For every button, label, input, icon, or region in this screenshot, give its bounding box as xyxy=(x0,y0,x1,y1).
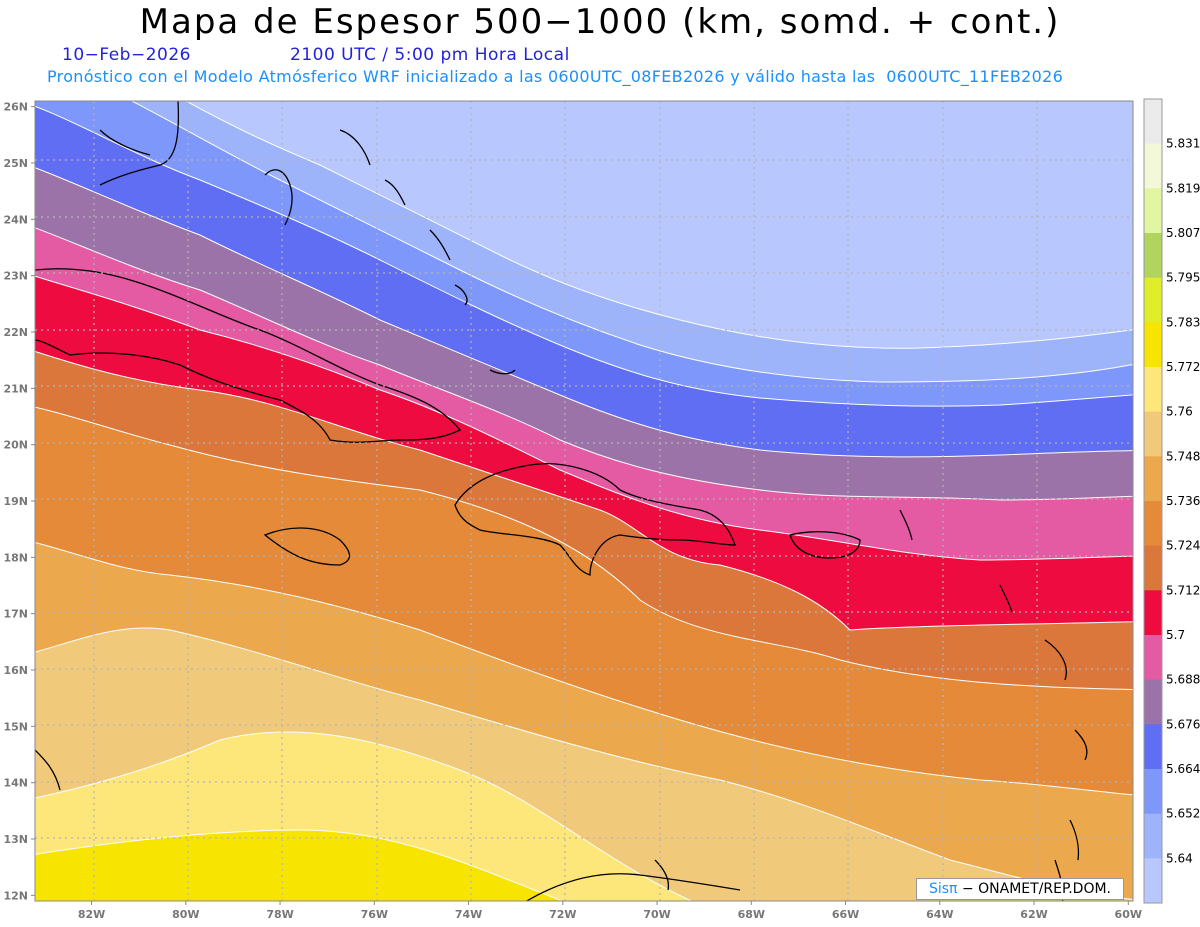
colorbar-swatch xyxy=(1144,635,1162,681)
lon-label: 60W xyxy=(1115,908,1142,921)
lat-label: 20N xyxy=(3,439,28,452)
forecast-date: 10−Feb−2026 xyxy=(62,45,191,65)
colorbar-label: 5.688 xyxy=(1166,673,1200,687)
model-info: Pronóstico con el Modelo Atmósferico WRF… xyxy=(47,67,1064,86)
colorbar-label: 5.724 xyxy=(1166,539,1200,553)
lat-label: 21N xyxy=(3,382,28,395)
lat-label: 25N xyxy=(3,157,28,170)
lat-label: 16N xyxy=(3,664,28,677)
colorbar-label: 5.795 xyxy=(1166,271,1200,285)
colorbar-swatch xyxy=(1144,813,1162,859)
lat-label: 19N xyxy=(3,495,28,508)
colorbar-label: 5.676 xyxy=(1166,717,1200,731)
forecast-time: 2100 UTC / 5:00 pm Hora Local xyxy=(290,45,570,65)
latitude-axis: 26N 25N 24N 23N 22N 21N 20N 19N 18N 17N 16N 15N 14N 1… xyxy=(3,101,35,902)
colorbar-swatch xyxy=(1144,858,1162,904)
colorbar-label: 5.783 xyxy=(1166,315,1200,329)
colorbar-swatch xyxy=(1144,590,1162,636)
colorbar-label: 5.712 xyxy=(1166,583,1200,597)
colorbar-label: 5.664 xyxy=(1166,762,1200,776)
lat-label: 18N xyxy=(3,551,28,564)
longitude-axis: 82W 80W 78W 76W 74W 72W 70W 68W 66W 64W 62W 60W xyxy=(78,901,1142,921)
colorbar-label: 5.831 xyxy=(1166,137,1200,151)
lon-label: 72W xyxy=(549,908,576,921)
map-title: Mapa de Espesor 500−1000 (km, somd. + co… xyxy=(139,2,1061,42)
lon-label: 74W xyxy=(455,908,482,921)
colorbar-swatch xyxy=(1144,233,1162,279)
credit-box: Sisπ − ONAMET/REP.DOM. xyxy=(916,878,1124,900)
sis-logo-text: Sisπ xyxy=(928,881,958,897)
lat-label: 26N xyxy=(3,101,28,114)
lat-label: 24N xyxy=(3,213,28,226)
lat-label: 23N xyxy=(3,270,28,283)
colorbar-swatch xyxy=(1144,501,1162,547)
lon-label: 70W xyxy=(643,908,670,921)
colorbar-frame xyxy=(1143,98,1163,904)
colorbar-swatch xyxy=(1144,769,1162,815)
colorbar-label: 5.819 xyxy=(1166,181,1200,195)
lat-label: 14N xyxy=(3,777,28,790)
thickness-field xyxy=(35,101,1133,901)
colorbar-label: 5.807 xyxy=(1166,226,1200,240)
lat-label: 22N xyxy=(3,326,28,339)
lon-label: 78W xyxy=(266,908,293,921)
colorbar-swatch xyxy=(1144,322,1162,368)
colorbar: 5.831 5.819 5.807 5.795 5.783 5.772 5.76 5.748 5… xyxy=(1143,98,1200,904)
colorbar-swatch xyxy=(1144,277,1162,323)
colorbar-swatch xyxy=(1144,456,1162,502)
lat-label: 17N xyxy=(3,608,28,621)
colorbar-label: 5.652 xyxy=(1166,807,1200,821)
lon-label: 64W xyxy=(926,908,953,921)
lat-label: 15N xyxy=(3,720,28,733)
colorbar-label: 5.736 xyxy=(1166,494,1200,508)
lon-label: 82W xyxy=(78,908,105,921)
colorbar-label: 5.7 xyxy=(1166,628,1185,642)
lon-label: 68W xyxy=(738,908,765,921)
lat-label: 13N xyxy=(3,833,28,846)
lon-label: 76W xyxy=(361,908,388,921)
coastlines xyxy=(35,101,1088,901)
credit-text: − ONAMET/REP.DOM. xyxy=(961,881,1111,897)
gridlines xyxy=(35,101,1133,901)
colorbar-swatch xyxy=(1144,679,1162,725)
colorbar-swatch xyxy=(1144,188,1162,234)
colorbar-label: 5.748 xyxy=(1166,449,1200,463)
colorbar-label: 5.76 xyxy=(1166,405,1193,419)
colorbar-swatch xyxy=(1144,724,1162,770)
lon-label: 80W xyxy=(172,908,199,921)
colorbar-swatch xyxy=(1144,545,1162,591)
colorbar-swatch xyxy=(1144,411,1162,457)
lon-label: 66W xyxy=(832,908,859,921)
colorbar-swatch xyxy=(1144,143,1162,189)
colorbar-swatch xyxy=(1144,367,1162,413)
colorbar-label: 5.772 xyxy=(1166,360,1200,374)
colorbar-label: 5.64 xyxy=(1166,851,1193,865)
lat-label: 12N xyxy=(3,889,28,902)
colorbar-swatch xyxy=(1144,99,1162,145)
lon-label: 62W xyxy=(1020,908,1047,921)
